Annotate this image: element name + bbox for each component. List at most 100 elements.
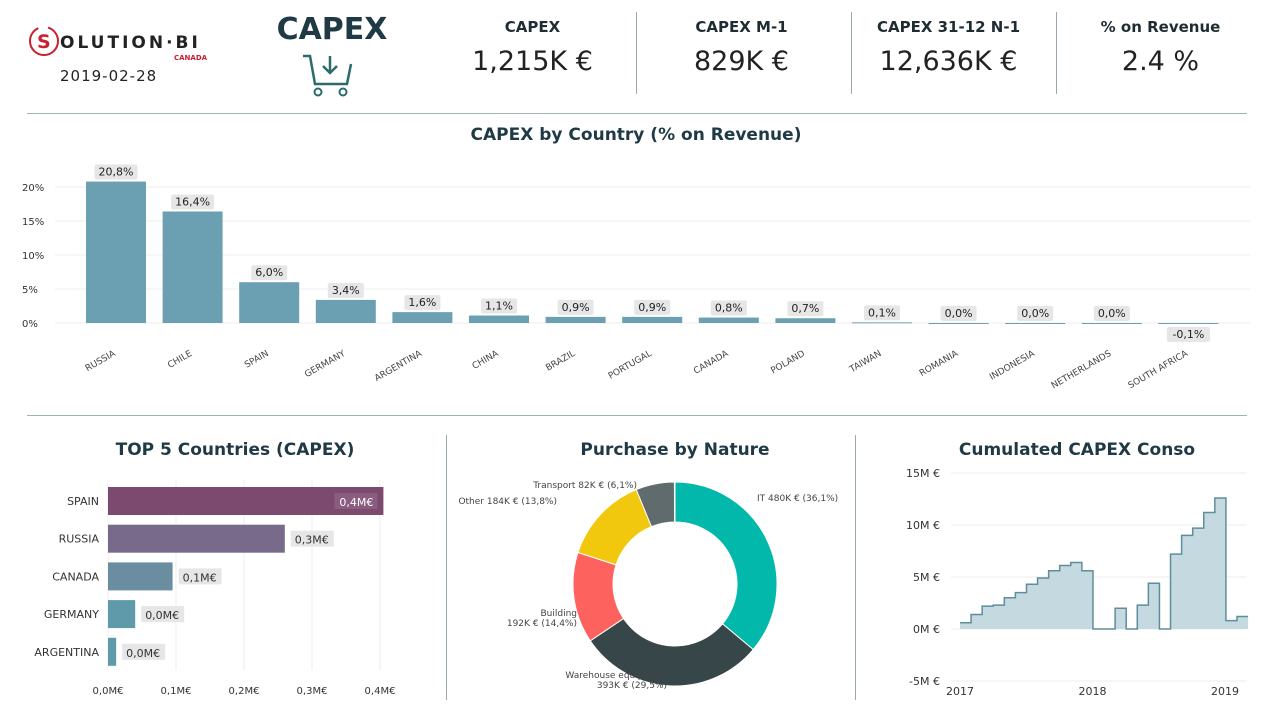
bar xyxy=(108,524,285,553)
data-label: 0,1M€ xyxy=(183,571,217,584)
y-tick-label: RUSSIA xyxy=(59,533,100,546)
divider xyxy=(27,415,1247,416)
data-label-bg xyxy=(171,194,215,210)
slice-label: IT 480K € (36,1%) xyxy=(757,494,838,504)
data-label-bg xyxy=(787,301,824,317)
divider xyxy=(27,113,1247,114)
slice-label: Building xyxy=(540,609,577,619)
data-label-bg xyxy=(634,299,671,315)
divider xyxy=(1056,12,1057,94)
x-tick-label: 0,2M€ xyxy=(229,686,260,697)
x-tick-label: GERMANY xyxy=(303,349,347,380)
y-tick-label: 5% xyxy=(22,285,38,296)
data-label-bg xyxy=(1166,327,1210,342)
x-tick-label: BRAZIL xyxy=(544,349,577,374)
data-label-bg xyxy=(1093,306,1130,321)
data-label: 0,0M€ xyxy=(145,609,179,622)
data-label: 0,8% xyxy=(715,302,743,315)
data-label-bg xyxy=(404,295,441,311)
bar xyxy=(775,318,836,323)
kpi-label: % on Revenue xyxy=(1100,18,1221,36)
x-tick-label: SOUTH AFRICA xyxy=(1127,349,1191,392)
page-title: CAPEX xyxy=(276,12,388,47)
data-label-bg xyxy=(251,265,288,281)
x-tick-label: INDONESIA xyxy=(988,349,1037,383)
data-label: 0,0% xyxy=(1021,307,1049,320)
y-tick-label: 0M € xyxy=(913,623,940,636)
svg-text:OLUTION·BI: OLUTION·BI xyxy=(60,33,201,53)
y-tick-label: -5M € xyxy=(909,675,940,688)
x-tick-label: 2018 xyxy=(1079,685,1107,698)
data-label-bg xyxy=(327,282,364,298)
data-label: 0,1% xyxy=(868,306,896,319)
kpi-label: CAPEX M-1 xyxy=(695,18,788,36)
bar xyxy=(1158,323,1219,324)
bar xyxy=(1081,323,1142,324)
y-tick-label: 15M € xyxy=(906,467,940,480)
data-label-bg xyxy=(481,298,517,314)
x-tick-label: RUSSIA xyxy=(84,349,118,375)
data-label-bg xyxy=(122,643,166,660)
data-label-bg xyxy=(290,530,334,547)
svg-text:CANADA: CANADA xyxy=(174,54,208,62)
x-tick-label: SPAIN xyxy=(243,349,271,371)
slice-label: Other 184K € (13,8%) xyxy=(458,497,557,507)
nature-donut-chart: IT 480K € (36,1%) Warehouse equipment393K… xyxy=(458,481,838,691)
data-label: 0,0% xyxy=(945,307,973,320)
top5-chart-title: TOP 5 Countries (CAPEX) xyxy=(115,440,355,460)
divider xyxy=(851,12,852,94)
x-tick-label: PORTUGAL xyxy=(607,349,654,382)
area-line xyxy=(960,497,1249,630)
kpi-capex-n1: CAPEX 31-12 N-1 12,636K € xyxy=(846,10,1051,95)
kpi-value: 829K € xyxy=(693,46,789,77)
data-label: 0,3M€ xyxy=(295,534,329,547)
data-label-bg xyxy=(1017,306,1054,321)
divider xyxy=(446,435,447,700)
y-tick-label: 15% xyxy=(22,217,44,228)
y-tick-label: SPAIN xyxy=(67,495,99,508)
donut-slice xyxy=(589,617,754,687)
bar xyxy=(928,323,989,324)
bar xyxy=(852,322,912,324)
country-bar-chart: 0% 5% 10% 15% 20% 20,8% RUSSIA 16,4% CHILE 6,0% SP… xyxy=(22,164,1250,392)
svg-text:S: S xyxy=(37,31,51,53)
data-label: 0,9% xyxy=(562,301,590,314)
data-label-bg xyxy=(141,606,185,623)
kpi-value: 1,215K € xyxy=(472,46,593,77)
kpi-capex: CAPEX 1,215K € xyxy=(430,10,635,95)
x-tick-label: TAIWAN xyxy=(847,349,883,376)
kpi-label: CAPEX 31-12 N-1 xyxy=(876,18,1021,36)
x-tick-label: 2019 xyxy=(1211,685,1239,698)
y-tick-label: GERMANY xyxy=(44,608,99,621)
data-label: 0,7% xyxy=(791,302,819,315)
x-tick-label: ROMANIA xyxy=(918,349,961,379)
cumulated-area-chart: -5M € 0M € 5M € 10M € 15M € 2017 2018 2019 xyxy=(906,467,1249,698)
data-label: 20,8% xyxy=(99,166,134,179)
logo-mark: S OLUTION·BI CANADA xyxy=(29,26,208,62)
slice-label: Warehouse equipment xyxy=(565,671,667,681)
x-tick-label: CHINA xyxy=(471,349,501,372)
cart-download-icon xyxy=(303,54,353,97)
x-tick-label: CHILE xyxy=(166,349,194,371)
kpi-capex-m1: CAPEX M-1 829K € xyxy=(639,10,844,95)
y-tick-label: 20% xyxy=(22,183,44,194)
bar xyxy=(469,315,529,323)
bar xyxy=(392,312,453,323)
y-tick-label: 0% xyxy=(22,319,38,330)
data-label-bg xyxy=(178,568,222,585)
x-tick-label: 0,0M€ xyxy=(93,686,124,697)
data-label-bg xyxy=(334,493,378,509)
data-label: 6,0% xyxy=(255,266,283,279)
x-tick-label: ARGENTINA xyxy=(373,349,424,385)
bar xyxy=(315,299,376,323)
slice-label: 192K € (14,4%) xyxy=(507,619,577,629)
y-tick-label: CANADA xyxy=(52,570,99,583)
y-tick-label: 5M € xyxy=(913,571,940,584)
data-label-bg xyxy=(557,299,594,315)
bar xyxy=(622,316,683,323)
x-tick-label: POLAND xyxy=(769,349,807,376)
country-chart-title: CAPEX by Country (% on Revenue) xyxy=(470,125,802,145)
x-tick-label: 0,1M€ xyxy=(161,686,192,697)
kpi-value: 2.4 % xyxy=(1121,46,1200,77)
bar xyxy=(698,317,759,323)
